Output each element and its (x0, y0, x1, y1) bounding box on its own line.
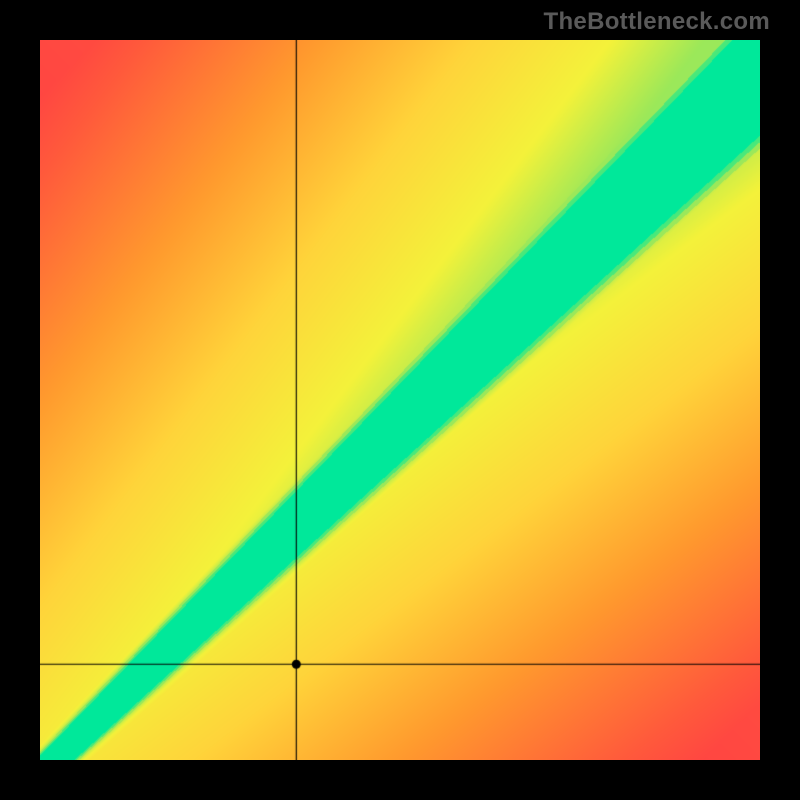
bottleneck-heatmap (40, 40, 760, 760)
chart-container: { "watermark": "TheBottleneck.com", "wat… (0, 0, 800, 800)
watermark-text: TheBottleneck.com (544, 8, 770, 36)
